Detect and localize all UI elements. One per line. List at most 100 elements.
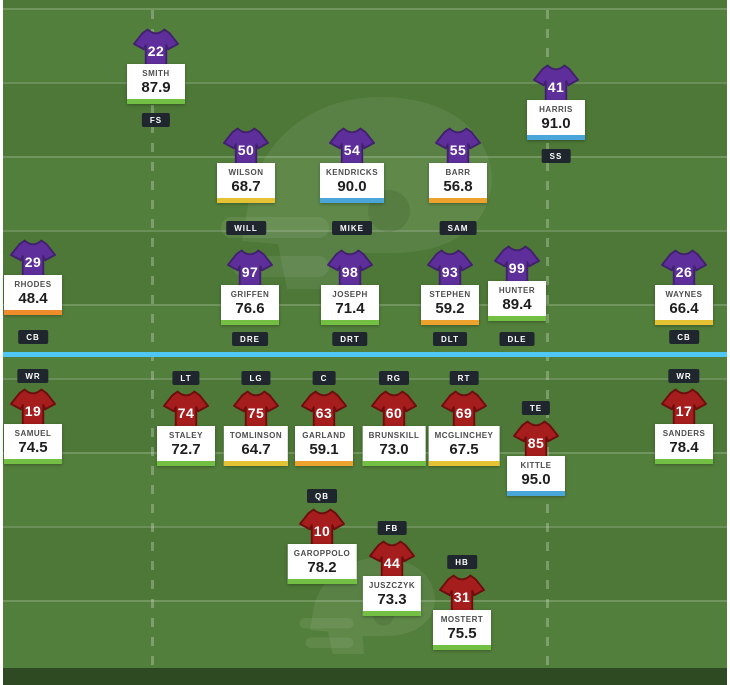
player-name: HUNTER xyxy=(498,286,536,295)
rating-card[interactable]: WAYNES 66.4 xyxy=(655,285,713,326)
rating-card[interactable]: TOMLINSON 64.7 xyxy=(223,426,289,467)
position-badge: FS xyxy=(141,113,171,127)
jersey-icon[interactable]: 60 xyxy=(371,390,417,431)
rating-bar xyxy=(507,491,565,497)
rating-card[interactable]: KENDRICKS 90.0 xyxy=(319,163,385,204)
position-badge: DLE xyxy=(499,332,535,346)
position-badge: CB xyxy=(18,330,48,344)
position-label: LT xyxy=(180,374,192,383)
rating-bar xyxy=(223,461,289,467)
rating-card[interactable]: KITTLE 95.0 xyxy=(507,456,565,497)
rating-bar xyxy=(433,645,491,651)
rating-bar xyxy=(428,461,500,467)
hash-marks-right xyxy=(546,10,549,665)
player-rating: 71.4 xyxy=(335,300,365,317)
jersey-number: 98 xyxy=(341,264,359,280)
rating-card[interactable]: STEPHEN 59.2 xyxy=(421,285,479,326)
player-name: GARLAND xyxy=(302,431,346,440)
player-rating: 78.4 xyxy=(669,439,699,456)
position-badge: WR xyxy=(668,369,700,383)
position-label: WILL xyxy=(234,224,258,233)
rating-card[interactable]: GARLAND 59.1 xyxy=(295,426,353,467)
position-badge: WR xyxy=(17,369,49,383)
position-label: SAM xyxy=(447,224,469,233)
rating-bar xyxy=(287,579,357,585)
position-badge: DLT xyxy=(433,332,467,346)
rating-bar xyxy=(295,461,353,467)
jersey-icon[interactable]: 74 xyxy=(163,390,209,431)
jersey-number: 29 xyxy=(24,254,42,270)
rating-card[interactable]: BARR 56.8 xyxy=(429,163,487,204)
rating-card[interactable]: BRUNSKILL 73.0 xyxy=(362,426,426,467)
jersey-icon[interactable]: 93 xyxy=(427,249,473,290)
position-label: RG xyxy=(387,374,401,383)
jersey-number: 54 xyxy=(343,142,361,158)
player-name: STALEY xyxy=(169,431,203,440)
jersey-icon[interactable]: 41 xyxy=(533,64,579,105)
rating-card[interactable]: GAROPPOLO 78.2 xyxy=(287,544,357,585)
rating-card[interactable]: RHODES 48.4 xyxy=(4,275,62,316)
jersey-icon[interactable]: 69 xyxy=(441,390,487,431)
rating-card[interactable]: MCGLINCHEY 67.5 xyxy=(428,426,500,467)
rating-card[interactable]: JOSEPH 71.4 xyxy=(321,285,379,326)
rating-card[interactable]: GRIFFEN 76.6 xyxy=(221,285,279,326)
position-label: CB xyxy=(26,333,40,342)
player-name: STEPHEN xyxy=(429,290,471,299)
rating-card[interactable]: SANDERS 78.4 xyxy=(655,424,713,465)
rating-card[interactable]: JUSZCZYK 73.3 xyxy=(362,576,422,617)
jersey-icon[interactable]: 44 xyxy=(369,540,415,581)
rating-card[interactable]: HARRIS 91.0 xyxy=(527,100,585,141)
position-badge: LG xyxy=(241,371,271,385)
position-badge: DRE xyxy=(232,332,268,346)
jersey-icon[interactable]: 85 xyxy=(513,420,559,461)
jersey-icon[interactable]: 98 xyxy=(327,249,373,290)
rating-card[interactable]: SMITH 87.9 xyxy=(127,64,185,105)
rating-bar xyxy=(4,459,62,465)
rating-card[interactable]: HUNTER 89.4 xyxy=(488,281,546,322)
player-rating: 87.9 xyxy=(141,79,171,96)
jersey-icon[interactable]: 26 xyxy=(661,249,707,290)
position-label: WR xyxy=(676,372,692,381)
jersey-number: 93 xyxy=(441,264,459,280)
jersey-icon[interactable]: 99 xyxy=(494,245,540,286)
jersey-number: 22 xyxy=(147,43,165,59)
player-name: SAMUEL xyxy=(14,429,52,438)
jersey-icon[interactable]: 97 xyxy=(227,249,273,290)
position-badge: RT xyxy=(449,371,479,385)
rating-card[interactable]: WILSON 68.7 xyxy=(217,163,275,204)
player-rating: 73.3 xyxy=(377,591,407,608)
position-badge: HB xyxy=(447,555,477,569)
position-label: FB xyxy=(385,524,399,533)
hash-marks-left xyxy=(151,10,154,665)
jersey-icon[interactable]: 75 xyxy=(233,390,279,431)
jersey-icon[interactable]: 31 xyxy=(439,574,485,615)
rating-card[interactable]: SAMUEL 74.5 xyxy=(4,424,62,465)
player-rating: 75.5 xyxy=(447,625,477,642)
rating-card[interactable]: STALEY 72.7 xyxy=(157,426,215,467)
jersey-icon[interactable]: 55 xyxy=(435,127,481,168)
jersey-icon[interactable]: 63 xyxy=(301,390,347,431)
jersey-icon[interactable]: 54 xyxy=(329,127,375,168)
rating-card[interactable]: MOSTERT 75.5 xyxy=(433,610,491,651)
jersey-icon[interactable]: 29 xyxy=(10,239,56,280)
jersey-number: 31 xyxy=(453,589,471,605)
position-label: FS xyxy=(149,116,163,125)
rating-bar xyxy=(221,320,279,326)
jersey-icon[interactable]: 10 xyxy=(299,508,345,549)
jersey-icon[interactable]: 22 xyxy=(133,28,179,69)
jersey-icon[interactable]: 17 xyxy=(661,388,707,429)
position-label: C xyxy=(320,374,328,383)
position-label: DRT xyxy=(340,335,360,344)
rating-bar xyxy=(4,310,62,316)
player-name: GRIFFEN xyxy=(230,290,270,299)
position-badge: SAM xyxy=(439,221,477,235)
position-badge: CB xyxy=(669,330,699,344)
position-badge: SS xyxy=(541,149,571,163)
position-badge: C xyxy=(312,371,336,385)
jersey-number: 17 xyxy=(675,403,693,419)
jersey-icon[interactable]: 19 xyxy=(10,388,56,429)
jersey-number: 26 xyxy=(675,264,693,280)
jersey-icon[interactable]: 50 xyxy=(223,127,269,168)
jersey-number: 55 xyxy=(449,142,467,158)
position-label: WR xyxy=(25,372,41,381)
